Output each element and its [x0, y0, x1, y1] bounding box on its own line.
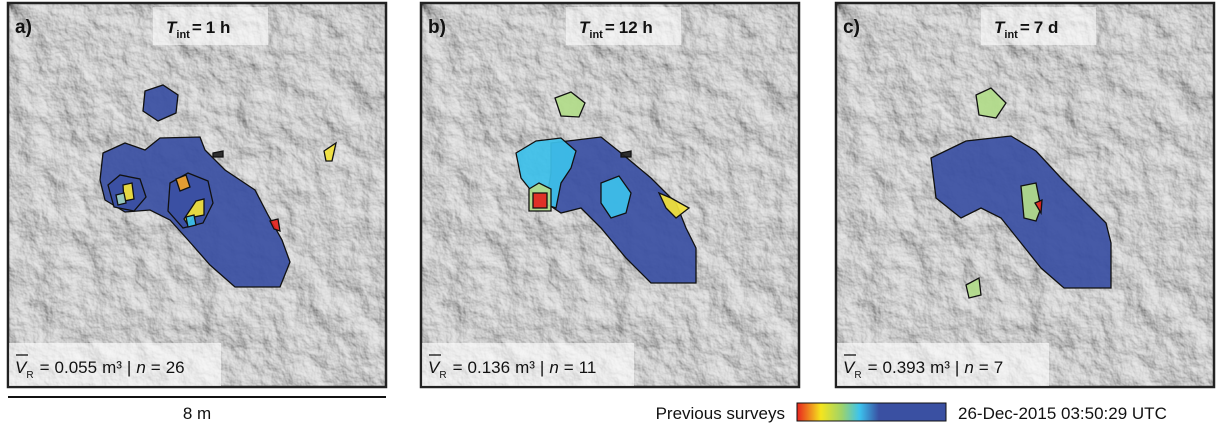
panel-label: c) [843, 17, 860, 38]
volume: 0.393 [883, 358, 926, 377]
volume: 0.055 [55, 358, 98, 377]
unit: m³ [515, 358, 535, 377]
subscript: R [439, 370, 446, 381]
source-area [186, 215, 196, 227]
page: {"panels": [ {"label": "a)", "t_int": "1… [0, 0, 1219, 427]
equals: = [1020, 18, 1030, 37]
scale-label: 8 m [183, 404, 211, 423]
panel-label: b) [428, 17, 446, 38]
symbol: n [136, 358, 145, 377]
subscript: int [1004, 29, 1018, 41]
equals: = [453, 358, 463, 377]
subscript: R [854, 370, 861, 381]
symbol: n [964, 358, 973, 377]
separator: | [955, 358, 959, 377]
volume: 0.136 [468, 358, 511, 377]
panel-label: a) [15, 17, 32, 38]
legend-colorbar [797, 403, 946, 421]
count: 7 [994, 358, 1003, 377]
equals: = [40, 358, 50, 377]
source-area [116, 193, 126, 205]
equals: = [564, 358, 574, 377]
legend-start: Previous surveys [656, 404, 785, 423]
unit: m³ [102, 358, 122, 377]
separator: | [540, 358, 544, 377]
interval: 1 h [206, 18, 231, 37]
figure: 8 m Previous surveys 26-Dec-2015 03:50:2… [0, 0, 1219, 427]
count: 26 [166, 358, 185, 377]
legend-end: 26-Dec-2015 03:50:29 UTC [958, 404, 1167, 423]
source-area [533, 193, 547, 208]
subscript: R [26, 370, 33, 381]
symbol: n [549, 358, 558, 377]
equals: = [605, 18, 615, 37]
subscript: int [176, 29, 190, 41]
equals: = [979, 358, 989, 377]
subscript: int [589, 29, 603, 41]
unit: m³ [930, 358, 950, 377]
equals: = [192, 18, 202, 37]
count: 11 [579, 358, 597, 377]
interval: 7 d [1034, 18, 1059, 37]
separator: | [127, 358, 131, 377]
equals: = [151, 358, 161, 377]
equals: = [868, 358, 878, 377]
interval: 12 h [619, 18, 653, 37]
